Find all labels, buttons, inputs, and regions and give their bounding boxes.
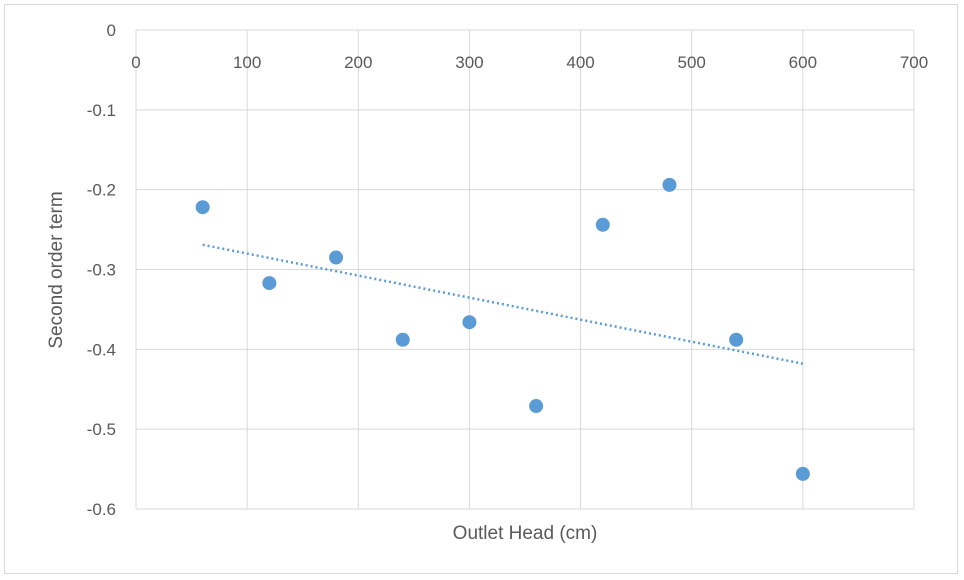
- x-tick-label: 500: [678, 53, 706, 72]
- trendline: [202, 243, 804, 365]
- trendline-group: [202, 243, 804, 365]
- x-axis-ticks: 0 100 200 300 400 500 600 700: [131, 53, 928, 72]
- x-tick-label: 300: [455, 53, 483, 72]
- data-point: [729, 332, 744, 347]
- y-tick-label: -0.3: [87, 261, 116, 280]
- data-point: [262, 276, 277, 291]
- y-tick-label: -0.1: [87, 101, 116, 120]
- data-point: [395, 332, 410, 347]
- data-point: [462, 315, 477, 330]
- x-tick-label: 100: [233, 53, 261, 72]
- x-tick-label: 700: [900, 53, 928, 72]
- data-point: [595, 217, 610, 232]
- data-point: [329, 250, 344, 265]
- data-point: [529, 399, 544, 414]
- y-tick-label: -0.2: [87, 181, 116, 200]
- y-tick-label: -0.6: [87, 500, 116, 519]
- y-tick-label: -0.4: [87, 340, 116, 359]
- data-point: [795, 466, 810, 481]
- x-tick-label: 400: [566, 53, 594, 72]
- y-tick-label: 0: [107, 21, 116, 40]
- gridlines: [135, 29, 915, 510]
- x-tick-label: 600: [789, 53, 817, 72]
- x-axis-title: Outlet Head (cm): [453, 523, 598, 544]
- data-point: [662, 177, 677, 192]
- y-axis-title: Second order term: [46, 191, 67, 348]
- data-point: [195, 200, 210, 215]
- y-tick-label: -0.5: [87, 420, 116, 439]
- y-axis-ticks: 0 -0.1 -0.2 -0.3 -0.4 -0.5 -0.6: [87, 21, 116, 519]
- data-points: [195, 177, 810, 481]
- x-tick-label: 200: [344, 53, 372, 72]
- x-tick-label: 0: [131, 53, 140, 72]
